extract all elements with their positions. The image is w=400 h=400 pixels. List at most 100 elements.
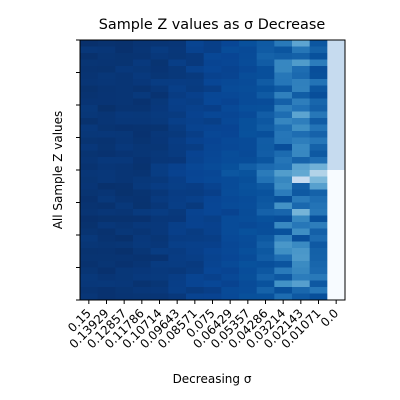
heatmap-cell bbox=[221, 53, 240, 60]
heatmap-cell bbox=[221, 157, 240, 164]
heatmap-cell bbox=[186, 105, 205, 112]
heatmap-cell bbox=[327, 235, 346, 242]
y-axis bbox=[76, 39, 80, 301]
heatmap-cell bbox=[292, 131, 311, 138]
heatmap-cell bbox=[97, 261, 116, 268]
heatmap-cell bbox=[256, 280, 275, 288]
heatmap-cell bbox=[274, 209, 293, 216]
heatmap-cell bbox=[309, 215, 328, 223]
heatmap-cell bbox=[186, 150, 205, 158]
heatmap-cell bbox=[150, 189, 169, 197]
heatmap-cell bbox=[80, 111, 99, 119]
heatmap-cell bbox=[97, 46, 116, 54]
heatmap-cell bbox=[309, 228, 328, 236]
heatmap-cell bbox=[309, 98, 328, 106]
heatmap-cell bbox=[309, 241, 328, 249]
heatmap-cell bbox=[274, 196, 293, 203]
heatmap-cell bbox=[150, 267, 169, 275]
heatmap-cell bbox=[256, 111, 275, 119]
heatmap-cell bbox=[168, 189, 187, 197]
heatmap-cell bbox=[186, 53, 205, 60]
heatmap-cell bbox=[256, 228, 275, 236]
heatmap-cell bbox=[274, 176, 293, 184]
heatmap-cell bbox=[239, 150, 258, 158]
heatmap-cell bbox=[97, 248, 116, 255]
heatmap-cell bbox=[150, 293, 169, 301]
heatmap-cell bbox=[221, 254, 240, 262]
heatmap-cell bbox=[168, 280, 187, 288]
heatmap-cell bbox=[168, 53, 187, 60]
heatmap-cell bbox=[168, 118, 187, 125]
heatmap-cell bbox=[309, 183, 328, 190]
heatmap-cell bbox=[256, 59, 275, 67]
heatmap-cell bbox=[97, 131, 116, 138]
heatmap-cell bbox=[256, 157, 275, 164]
heatmap-cell bbox=[256, 72, 275, 80]
heatmap-cell bbox=[186, 111, 205, 119]
heatmap-cell bbox=[97, 170, 116, 177]
heatmap-cell bbox=[168, 163, 187, 171]
heatmap-cell bbox=[203, 235, 222, 242]
heatmap-cell bbox=[168, 235, 187, 242]
heatmap-cell bbox=[133, 46, 152, 54]
heatmap-cell bbox=[221, 137, 240, 145]
heatmap-cell bbox=[327, 228, 346, 236]
heatmap-cell bbox=[203, 150, 222, 158]
heatmap-cell bbox=[309, 202, 328, 210]
heatmap-cell bbox=[133, 176, 152, 184]
heatmap-cell bbox=[168, 254, 187, 262]
heatmap-cell bbox=[133, 157, 152, 164]
heatmap-cell bbox=[115, 280, 134, 288]
heatmap-cell bbox=[97, 209, 116, 216]
heatmap-cell bbox=[168, 40, 187, 47]
heatmap-cell bbox=[203, 85, 222, 93]
heatmap-cell bbox=[80, 105, 99, 112]
heatmap-cell bbox=[309, 189, 328, 197]
heatmap-cell bbox=[239, 183, 258, 190]
heatmap-cell bbox=[221, 189, 240, 197]
heatmap-cell bbox=[80, 274, 99, 281]
heatmap-cell bbox=[203, 274, 222, 281]
heatmap-cell bbox=[168, 267, 187, 275]
heatmap-cell bbox=[327, 72, 346, 80]
heatmap-cell bbox=[309, 176, 328, 184]
heatmap-cell bbox=[115, 59, 134, 67]
heatmap-cell bbox=[327, 248, 346, 255]
x-axis: 0.150.139290.128570.117860.107140.096430… bbox=[65, 300, 341, 351]
heatmap-cell bbox=[221, 280, 240, 288]
heatmap-cell bbox=[292, 228, 311, 236]
heatmap-cell bbox=[203, 98, 222, 106]
heatmap-cell bbox=[115, 66, 134, 73]
heatmap-cell bbox=[115, 248, 134, 255]
heatmap-cell bbox=[97, 189, 116, 197]
heatmap-cell bbox=[221, 287, 240, 294]
heatmap-cell bbox=[256, 53, 275, 60]
heatmap-cell bbox=[221, 46, 240, 54]
heatmap-cell bbox=[150, 215, 169, 223]
heatmap-cell bbox=[292, 287, 311, 294]
heatmap-cell bbox=[221, 72, 240, 80]
heatmap-cell bbox=[186, 118, 205, 125]
heatmap-cell bbox=[133, 105, 152, 112]
heatmap-cell bbox=[97, 59, 116, 67]
heatmap-cell bbox=[203, 92, 222, 99]
heatmap-cell bbox=[168, 85, 187, 93]
heatmap-cell bbox=[186, 287, 205, 294]
heatmap-cell bbox=[203, 189, 222, 197]
heatmap-cell bbox=[186, 40, 205, 47]
heatmap-cell bbox=[115, 98, 134, 106]
heatmap-cell bbox=[274, 98, 293, 106]
heatmap-cell bbox=[327, 261, 346, 268]
heatmap-cell bbox=[309, 92, 328, 99]
heatmap-cell bbox=[309, 222, 328, 229]
heatmap-cell bbox=[80, 118, 99, 125]
heatmap-cell bbox=[274, 183, 293, 190]
heatmap-cell bbox=[133, 163, 152, 171]
heatmap-cell bbox=[309, 118, 328, 125]
heatmap-cell bbox=[168, 293, 187, 301]
heatmap-cell bbox=[221, 261, 240, 268]
heatmap-cell bbox=[115, 85, 134, 93]
heatmap-cell bbox=[133, 85, 152, 93]
heatmap-cell bbox=[239, 261, 258, 268]
heatmap-cell bbox=[133, 261, 152, 268]
